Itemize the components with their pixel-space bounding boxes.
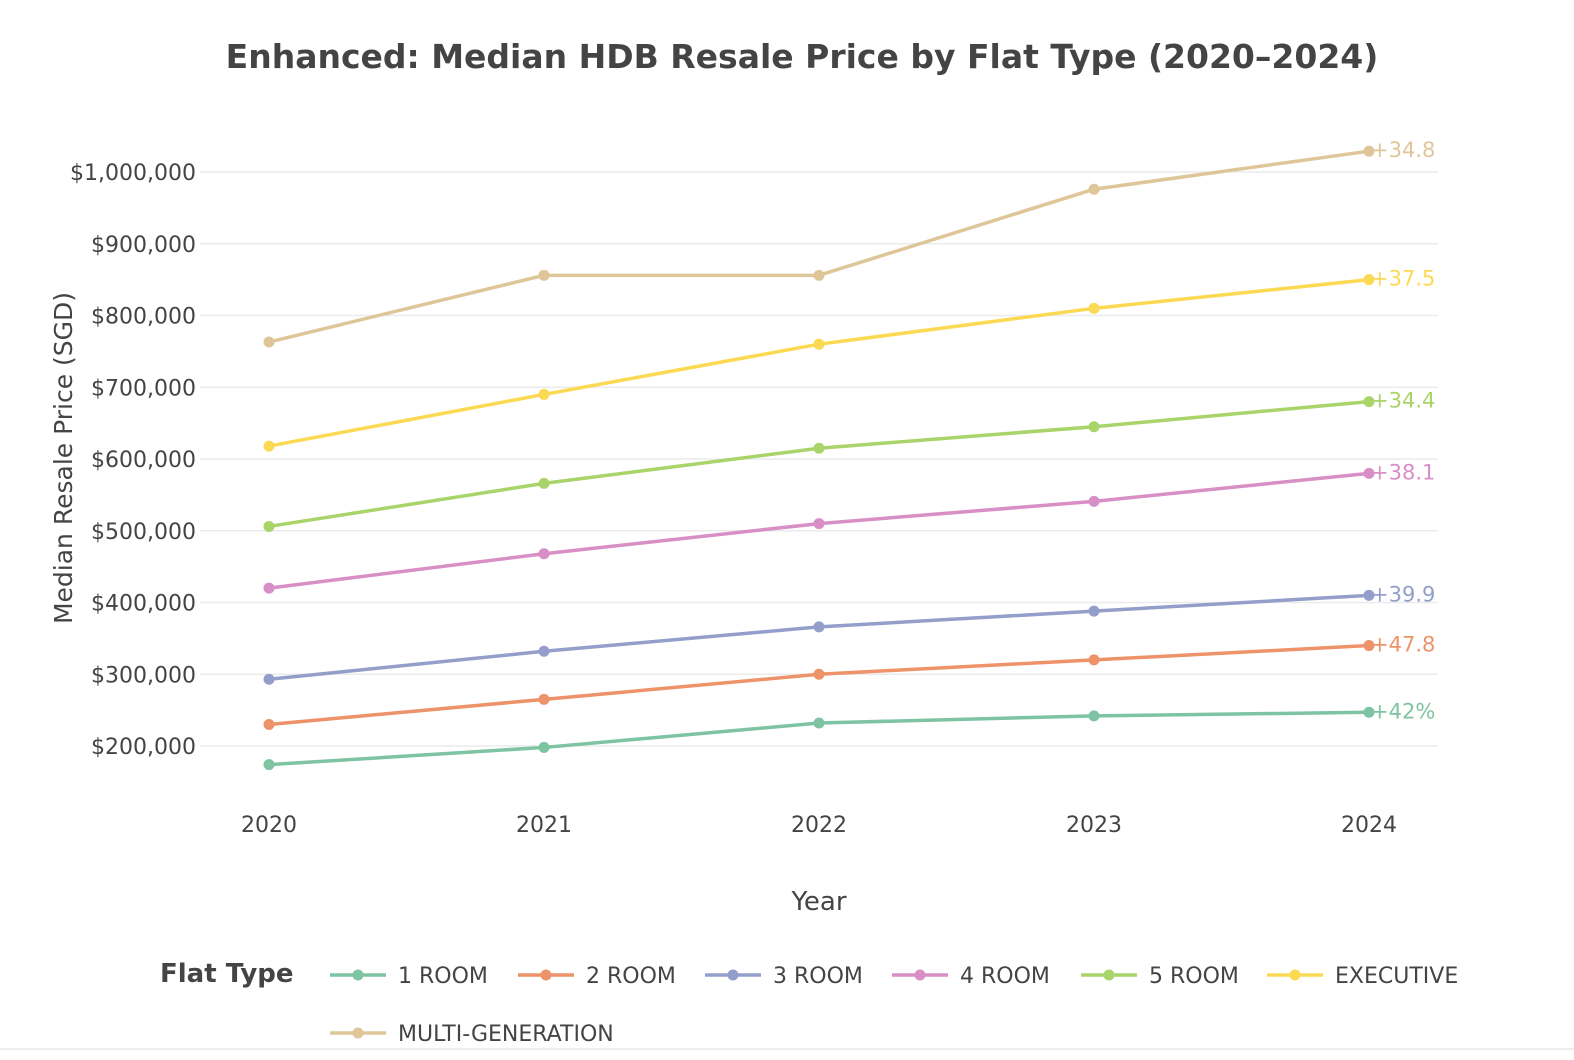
end-label-2: +39.9 [1371,582,1435,606]
series-lines [263,145,1375,771]
data-point-6-3 [1088,183,1100,195]
data-point-3-3 [1088,495,1100,507]
data-point-1-1 [538,693,550,705]
end-label-5: +37.5 [1371,267,1435,291]
legend-item-1[interactable]: 2 ROOM [518,964,676,989]
end-labels: +42% +47.8 +39.9 +38.1 +34.4 +37.5 +34.8 [1371,138,1435,723]
y-tick-label: $300,000 [91,663,196,688]
x-tick-label: 2022 [791,813,847,838]
legend-swatch-marker [1103,969,1115,981]
legend-item-0[interactable]: 1 ROOM [330,964,488,989]
data-point-1-3 [1088,654,1100,666]
y-tick-label: $600,000 [91,448,196,473]
data-point-6-0 [263,336,275,348]
y-tick-label: $200,000 [91,735,196,760]
legend-swatch-marker [914,969,926,981]
legend-item-2[interactable]: 3 ROOM [705,964,863,989]
data-point-3-4 [1363,467,1375,479]
data-point-0-4 [1363,706,1375,718]
data-point-4-1 [538,477,550,489]
end-label-3: +38.1 [1371,460,1435,484]
x-axis-label: Year [790,887,846,917]
data-point-2-4 [1363,589,1375,601]
data-point-0-2 [813,717,825,729]
data-point-5-2 [813,338,825,350]
bottom-divider [0,1048,1574,1050]
legend-item-3[interactable]: 4 ROOM [892,964,1050,989]
end-label-1: +47.8 [1371,633,1435,657]
data-point-2-2 [813,621,825,633]
end-label-6: +34.8 [1371,138,1435,162]
y-tick-label: $800,000 [91,305,196,330]
series-line-6 [268,149,1370,344]
legend-label: 3 ROOM [773,964,863,989]
y-tick-label: $500,000 [91,520,196,545]
data-point-1-0 [263,718,275,730]
data-point-5-0 [263,440,275,452]
data-point-2-0 [263,673,275,685]
x-tick-label: 2020 [241,813,297,838]
series-line-5 [268,277,1370,448]
data-point-4-4 [1363,396,1375,408]
data-point-1-4 [1363,640,1375,652]
chart-title: Enhanced: Median HDB Resale Price by Fla… [226,37,1379,76]
x-tick-label: 2024 [1341,813,1397,838]
data-point-6-4 [1363,145,1375,157]
data-point-5-4 [1363,274,1375,286]
legend-label: EXECUTIVE [1335,964,1458,989]
x-axis-ticks: 2020 2021 2022 2023 2024 [241,813,1397,838]
data-point-3-0 [263,582,275,594]
y-axis-ticks: $200,000 $300,000 $400,000 $500,000 $600,000… [70,161,196,760]
data-point-4-3 [1088,421,1100,433]
data-point-4-2 [813,442,825,454]
end-label-0: +42% [1371,699,1435,723]
legend-swatch-marker [1289,969,1301,981]
legend-swatch-marker [540,969,552,981]
legend: Flat Type 1 ROOM 2 ROOM 3 ROOM 4 ROOM 5 ROOM… [160,959,1458,1047]
legend-item-4[interactable]: 5 ROOM [1081,964,1239,989]
legend-swatch-marker [352,1027,364,1039]
series-line-1 [268,643,1370,727]
data-point-0-1 [538,741,550,753]
legend-title: Flat Type [160,959,294,989]
x-tick-label: 2021 [516,813,572,838]
data-point-6-2 [813,269,825,281]
data-point-5-1 [538,388,550,400]
data-point-5-3 [1088,302,1100,314]
legend-label: 5 ROOM [1149,964,1239,989]
legend-label: 4 ROOM [960,964,1050,989]
series-line-4 [268,399,1370,529]
data-point-3-2 [813,518,825,530]
data-point-4-0 [263,520,275,532]
legend-swatch-marker [727,969,739,981]
data-point-1-2 [813,668,825,680]
legend-swatch-marker [352,969,364,981]
y-axis-label: Median Resale Price (SGD) [49,292,78,624]
y-tick-label: $1,000,000 [70,161,196,186]
legend-item-5[interactable]: EXECUTIVE [1267,964,1458,989]
x-tick-label: 2023 [1066,813,1122,838]
y-tick-label: $400,000 [91,592,196,617]
legend-label: MULTI-GENERATION [398,1022,614,1047]
data-point-2-1 [538,645,550,657]
y-tick-label: $900,000 [91,233,196,258]
series-line-2 [268,593,1370,682]
data-point-0-0 [263,759,275,771]
data-point-6-1 [538,269,550,281]
data-point-0-3 [1088,710,1100,722]
y-tick-label: $700,000 [91,376,196,401]
data-point-3-1 [538,548,550,560]
gridlines [200,171,1438,747]
legend-label: 1 ROOM [398,964,488,989]
data-point-2-3 [1088,605,1100,617]
end-label-4: +34.4 [1371,389,1435,413]
legend-item-6[interactable]: MULTI-GENERATION [330,1022,614,1047]
legend-label: 2 ROOM [586,964,676,989]
